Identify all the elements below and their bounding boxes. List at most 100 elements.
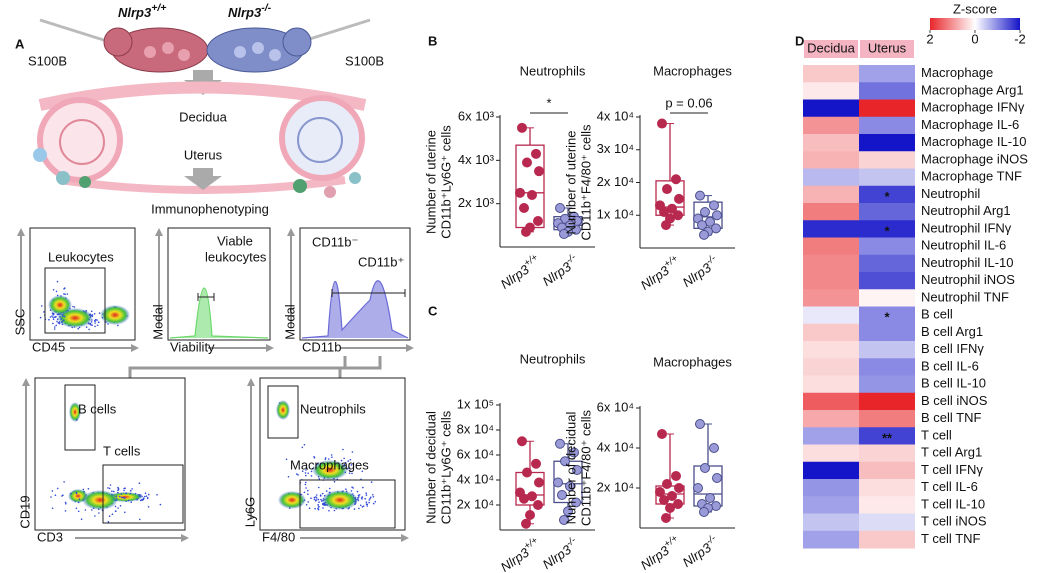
heatmap-cell <box>859 220 915 238</box>
row-label: Neutrophil IFNγ <box>921 220 1012 235</box>
flow-event <box>121 496 123 499</box>
flow-event <box>142 498 144 501</box>
flow-event <box>296 473 298 475</box>
flow-event <box>322 507 324 509</box>
flow-event <box>139 518 141 521</box>
row-label: T cell Arg1 <box>921 445 982 460</box>
flow-event <box>362 505 365 508</box>
data-point <box>662 184 672 195</box>
chart-title: Neutrophils <box>520 63 586 78</box>
flow-event <box>324 458 327 461</box>
flow-event <box>124 511 126 514</box>
flow-event <box>374 500 377 503</box>
data-point <box>671 174 681 185</box>
data-point <box>659 495 669 505</box>
flow-event <box>364 497 367 500</box>
row-label: B cell IL-6 <box>921 358 979 373</box>
flow-event <box>129 492 132 495</box>
flow-event <box>285 458 288 461</box>
heatmap-cell <box>859 203 915 221</box>
flow-event <box>70 492 72 495</box>
flow-event <box>361 506 364 508</box>
flow-event <box>52 289 55 291</box>
flow-event <box>333 480 336 483</box>
flow-event <box>340 459 343 462</box>
significance-label: * <box>884 189 890 204</box>
flow-event <box>303 444 306 446</box>
flow-event <box>315 496 317 498</box>
flow-density <box>82 490 118 510</box>
heatmap-cell <box>859 116 915 135</box>
flow-event <box>330 454 333 456</box>
row-label: Macrophage IL-10 <box>921 134 1027 149</box>
flow-event <box>328 458 330 460</box>
flow-event <box>77 510 80 513</box>
flow-event <box>307 493 309 496</box>
flow-gate <box>64 384 96 451</box>
flow-event <box>75 491 78 494</box>
heatmap-cell <box>859 82 915 100</box>
data-point <box>519 203 529 213</box>
y-tick-label: 8x 10⁴ <box>457 421 494 436</box>
data-point <box>533 216 543 226</box>
data-point <box>712 473 722 483</box>
heatmap-cell <box>859 254 915 273</box>
flow-event <box>314 499 317 502</box>
strain-label: Nlrp3-/- <box>228 2 272 21</box>
flow-event <box>90 310 93 313</box>
flow-event <box>139 499 142 502</box>
heatmap-cell <box>803 392 859 411</box>
axis-arrowhead <box>287 228 295 236</box>
data-point <box>657 118 667 129</box>
flow-event <box>114 505 117 508</box>
flow-density <box>276 400 290 420</box>
treatment-label: S100B <box>345 53 384 68</box>
flow-event <box>43 311 45 313</box>
flow-event <box>305 504 308 506</box>
flow-event <box>320 498 322 501</box>
flow-event <box>328 509 330 512</box>
flow-event <box>119 505 122 507</box>
method-label: Immunophenotyping <box>151 201 269 216</box>
flow-event <box>372 496 375 498</box>
column-header: Uterus <box>868 40 907 55</box>
flow-event <box>127 499 130 502</box>
flow-event <box>61 495 63 497</box>
data-point <box>522 467 532 478</box>
flow-event <box>63 315 66 318</box>
flow-event <box>80 518 83 520</box>
data-point <box>700 206 710 217</box>
heatmap-cell <box>803 375 859 394</box>
flow-event <box>304 483 307 486</box>
flow-event <box>41 305 43 307</box>
row-label: B cell Arg1 <box>921 324 983 339</box>
y-tick-label: 2x 10³ <box>458 195 495 210</box>
row-label: Macrophage TNF <box>921 169 1022 184</box>
flow-axis-label: F4/80 <box>262 529 295 544</box>
heatmap-cell <box>803 323 859 342</box>
flow-event <box>82 488 85 491</box>
data-point <box>517 122 527 133</box>
data-point <box>521 518 531 529</box>
flow-event <box>358 507 360 510</box>
data-point <box>673 499 683 509</box>
strain-label: Nlrp3+/+ <box>497 535 544 573</box>
strain-label: Nlrp3-/- <box>539 535 583 573</box>
flow-event <box>123 489 125 492</box>
heatmap-cell <box>859 530 915 549</box>
heatmap-cell <box>859 237 915 256</box>
data-point <box>661 220 671 231</box>
data-point <box>515 187 525 198</box>
flow-event <box>325 490 328 492</box>
flow-event <box>56 320 58 323</box>
flow-axis-label: Ly6G <box>242 497 257 528</box>
row-label: Neutrophil IL-6 <box>921 238 1006 253</box>
flow-density <box>69 402 81 422</box>
data-point <box>553 477 563 488</box>
gate-label: Macrophages <box>290 457 369 472</box>
flow-event <box>73 306 76 308</box>
heatmap-cell <box>859 341 915 359</box>
flow-event <box>365 494 368 496</box>
y-axis-label: Number of uterine <box>423 130 438 234</box>
